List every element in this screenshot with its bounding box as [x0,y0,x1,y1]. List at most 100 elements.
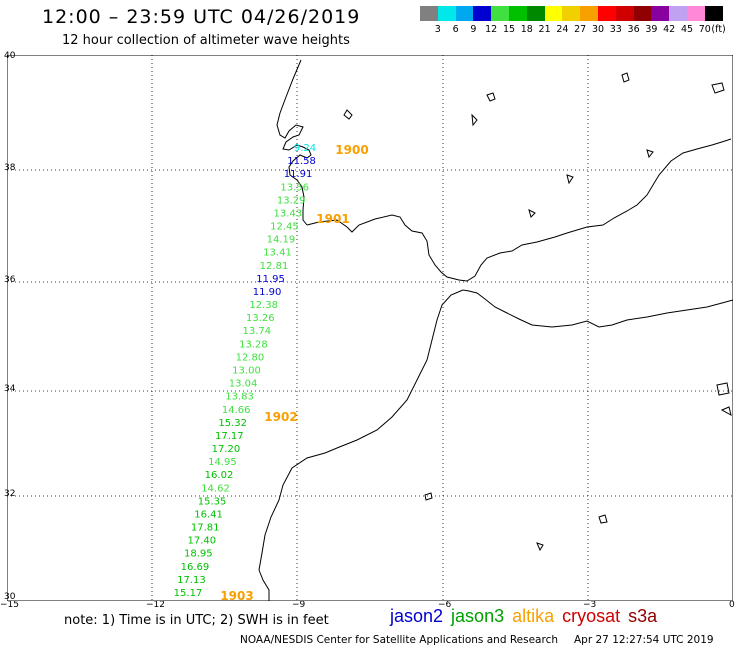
island-2 [486,92,496,102]
colorbar-label: 42 [663,24,676,35]
wave-height-label: 13.41 [263,248,292,259]
y-tick-label: 30 [4,592,16,602]
island-1 [343,109,353,120]
colorbar-label: 15 [502,24,516,35]
legend-s3a: s3a [628,606,658,626]
wave-height-label: 13.83 [225,392,254,403]
wave-height-label: 12.80 [236,352,265,363]
colorbar-swatch [651,6,670,21]
coastline-portugal [276,59,312,226]
x-tick-label: −15 [0,600,19,610]
island-11 [528,209,536,218]
colorbar-labels: 3 6 9 12 15 18 21 24 27 30 33 36 39 42 45 70 (ft) [420,24,726,38]
island-8 [716,382,730,396]
wave-height-label: 9.24 [294,143,316,154]
island-7 [536,542,544,552]
wave-height-label: 11.91 [284,169,313,180]
grid-lines [7,55,733,601]
wave-height-label: 15.35 [198,496,227,507]
colorbar-swatch [491,6,509,21]
y-tick-label: 38 [4,163,16,173]
wave-height-label: 13.28 [239,339,268,350]
wave-height-label: 16.41 [194,510,223,521]
wave-height-label: 15.17 [174,588,203,599]
wave-height-label: 14.19 [267,235,296,246]
wave-height-label: 12.81 [260,261,289,272]
satellite-track: 9.24 11.58 11.91 13.56 13.29 13.43 12.45 14.19 1… [174,143,316,599]
colorbar-label: 39 [645,24,658,35]
coastline-morocco [258,289,464,601]
map-plot: 9.24 11.58 11.91 13.56 13.29 13.43 12.45 14.19 1… [6,54,734,605]
y-tick-label: 40 [4,51,16,61]
footer: NOAA/NESDIS Center for Satellite Applica… [240,634,714,646]
colorbar-label: 27 [574,24,587,35]
colorbar-label: 36 [627,24,640,35]
legend-jason3: jason3 [451,606,505,626]
colorbar-label: 18 [520,24,533,35]
coastline-algeria [462,289,734,328]
colorbar-swatch [686,6,705,21]
wave-height-label: 13.29 [277,195,306,206]
legend-cryosat: cryosat [562,606,621,626]
colorbar-label: 21 [538,24,551,35]
y-tick-label: 36 [4,275,16,285]
wave-height-label: 13.74 [242,326,271,337]
island-12 [566,174,574,185]
wave-height-label: 12.38 [249,300,278,311]
wave-height-label: 17.13 [177,575,206,586]
time-label: 1902 [264,410,297,424]
wave-height-label: 17.81 [191,523,220,534]
colorbar-label: 30 [591,24,605,35]
legend-jason2: jason2 [390,606,444,626]
island-3 [621,72,630,83]
wave-height-label: 12.45 [270,222,299,233]
time-label: 1900 [335,143,368,157]
map-svg: 9.2411.5811.9113.5613.2913.4312.4514.191… [6,54,734,603]
colorbar-swatch [455,6,474,21]
time-label: 1903 [220,589,253,601]
footer-timestamp: Apr 27 12:27:54 UTC 2019 [574,634,714,646]
colorbar-swatch [704,6,723,21]
island-10 [471,113,478,127]
x-tick-label: −6 [438,600,452,610]
map-subtitle: 12 hour collection of altimeter wave hei… [62,33,350,48]
wave-height-label: 11.90 [253,287,282,298]
colorbar-label: 24 [556,24,569,35]
colorbar-label: (ft) [711,24,726,35]
island-4 [711,82,725,94]
wave-height-label: 14.66 [222,405,251,416]
colorbar-label: 45 [680,24,694,35]
x-tick-label: −12 [146,600,165,610]
wave-height-label: 17.40 [187,536,216,547]
wave-height-label: 11.95 [256,274,285,285]
colorbar-swatch [437,6,456,21]
colorbar-swatch [633,6,652,21]
wave-height-label: 15.32 [218,418,247,429]
colorbar-label: 70 [698,24,711,35]
colorbar-label: 3 [434,24,441,35]
wave-height-label: 13.04 [229,379,258,390]
wave-height-label: 13.56 [280,182,309,193]
wave-height-label: 17.17 [215,431,244,442]
wave-height-label: 16.02 [205,470,234,481]
x-tick-label: −9 [292,600,306,610]
coastlines [258,59,734,601]
colorbar-label: 12 [485,24,498,35]
wave-height-label: 13.26 [246,313,275,324]
wave-height-label: 14.62 [201,483,230,494]
wave-height-label: 14.95 [208,457,237,468]
footer-credit: NOAA/NESDIS Center for Satellite Applica… [240,634,558,646]
coastline-spain-south [306,138,732,282]
colorbar-label: 6 [452,24,459,35]
note-text: note: 1) Time is in UTC; 2) SWH is in fe… [64,613,329,628]
wave-height-label: 13.00 [232,366,261,377]
colorbar-swatch [420,6,438,21]
colorbar-label: 9 [470,24,477,35]
map-title: 12:00 – 23:59 UTC 04/26/2019 [42,6,361,28]
satellite-legend: jason2 jason3 altika cryosat s3a [390,606,657,627]
colorbar-swatch [562,6,581,21]
colorbar-label: 33 [609,24,622,35]
time-label: 1901 [316,212,349,226]
colorbar-swatch [597,6,616,21]
wave-height-label: 16.69 [181,562,210,573]
